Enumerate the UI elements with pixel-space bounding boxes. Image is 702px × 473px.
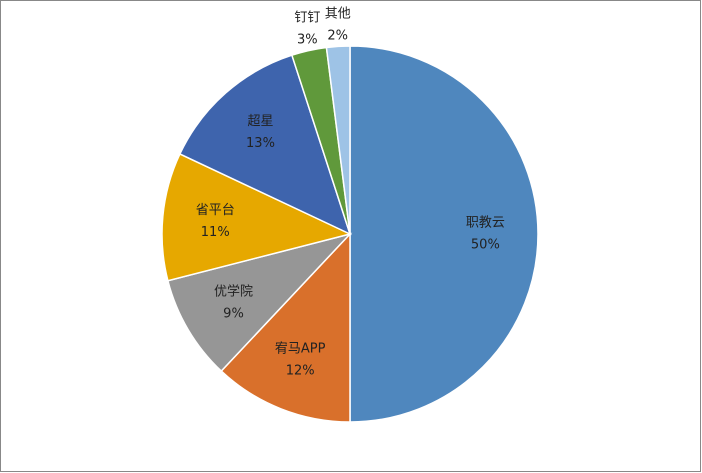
- slice-value-label: 50%: [471, 238, 500, 253]
- slice-value-label: 9%: [223, 306, 244, 321]
- pie-slice: [166, 232, 353, 373]
- slice-label: 省平台: [196, 203, 235, 218]
- pie-slice: [161, 152, 353, 282]
- slice-value-label: 11%: [201, 225, 230, 240]
- slice-label: 钉钉: [294, 11, 320, 26]
- pie-slice: [220, 232, 351, 423]
- slice-value-label: 2%: [327, 28, 348, 43]
- slice-value-label: 13%: [246, 136, 275, 151]
- pie-slice: [325, 45, 351, 235]
- pie-slice: [178, 54, 352, 236]
- pie-slice: [349, 45, 539, 423]
- slice-label: 超星: [247, 114, 273, 129]
- slice-label: 其他: [325, 6, 351, 21]
- slice-label: 宥马APP: [275, 340, 326, 356]
- slice-label: 职教云: [466, 215, 505, 231]
- pie: [161, 45, 539, 423]
- slice-value-label: 12%: [286, 363, 315, 378]
- slice-value-label: 3%: [297, 33, 318, 48]
- slice-label: 优学院: [214, 283, 253, 299]
